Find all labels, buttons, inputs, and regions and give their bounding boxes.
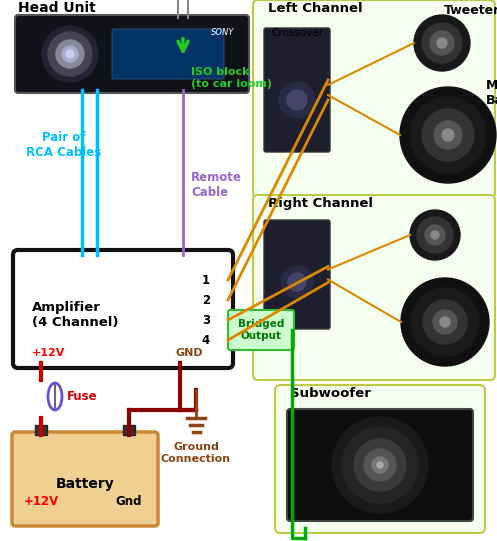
Circle shape	[425, 225, 445, 245]
Circle shape	[414, 15, 470, 71]
Text: SONY: SONY	[211, 28, 234, 37]
FancyBboxPatch shape	[264, 28, 330, 152]
Circle shape	[56, 40, 84, 68]
Text: Gnd: Gnd	[116, 495, 142, 508]
Circle shape	[434, 121, 462, 149]
FancyBboxPatch shape	[13, 250, 233, 368]
Circle shape	[42, 26, 98, 82]
FancyBboxPatch shape	[228, 310, 294, 350]
Text: Crossover: Crossover	[271, 28, 323, 38]
Ellipse shape	[48, 383, 62, 410]
Text: Battery: Battery	[56, 477, 114, 491]
Circle shape	[364, 449, 396, 481]
Circle shape	[422, 23, 462, 63]
Text: ISO block
(to car loom): ISO block (to car loom)	[191, 67, 272, 89]
Circle shape	[372, 457, 388, 473]
Text: Subwoofer: Subwoofer	[290, 387, 371, 400]
Circle shape	[442, 129, 454, 141]
Text: Fuse: Fuse	[67, 390, 97, 403]
Circle shape	[287, 90, 307, 110]
Circle shape	[422, 109, 474, 161]
Text: +12V: +12V	[32, 348, 66, 358]
Circle shape	[410, 97, 486, 173]
Text: Ground
Connection: Ground Connection	[161, 442, 231, 464]
FancyBboxPatch shape	[287, 409, 473, 521]
Text: 2: 2	[202, 294, 210, 307]
Circle shape	[417, 217, 453, 253]
FancyBboxPatch shape	[275, 385, 485, 533]
Text: Remote
Cable: Remote Cable	[191, 171, 242, 199]
Circle shape	[410, 210, 460, 260]
FancyBboxPatch shape	[12, 432, 158, 526]
Circle shape	[400, 87, 496, 183]
Circle shape	[342, 427, 418, 503]
Text: Tweeter: Tweeter	[444, 4, 497, 17]
FancyBboxPatch shape	[264, 220, 330, 329]
Text: 1: 1	[202, 274, 210, 287]
Text: Left Channel: Left Channel	[268, 2, 363, 15]
Text: Amplifier
(4 Channel): Amplifier (4 Channel)	[32, 301, 118, 329]
Circle shape	[411, 288, 479, 356]
Circle shape	[433, 310, 457, 334]
Circle shape	[431, 231, 439, 239]
Text: +12V: +12V	[23, 495, 59, 508]
Circle shape	[48, 32, 92, 76]
Text: Right Channel: Right Channel	[268, 197, 373, 210]
Circle shape	[332, 417, 428, 513]
Circle shape	[62, 46, 78, 62]
Circle shape	[354, 439, 406, 491]
Text: Head Unit: Head Unit	[18, 1, 96, 15]
Bar	[123, 425, 135, 435]
Bar	[35, 425, 47, 435]
Circle shape	[281, 266, 313, 298]
Circle shape	[401, 278, 489, 366]
FancyBboxPatch shape	[253, 195, 495, 380]
Circle shape	[66, 50, 74, 58]
Circle shape	[430, 31, 454, 55]
Circle shape	[279, 82, 315, 118]
Text: Mid-
Bass: Mid- Bass	[486, 79, 497, 107]
Circle shape	[423, 300, 467, 344]
Text: 4: 4	[202, 333, 210, 346]
Text: Bridged
Output: Bridged Output	[238, 319, 284, 341]
Circle shape	[288, 273, 306, 291]
FancyBboxPatch shape	[112, 29, 224, 79]
Circle shape	[377, 462, 383, 468]
Circle shape	[440, 317, 450, 327]
Text: GND: GND	[176, 348, 204, 358]
FancyBboxPatch shape	[15, 15, 249, 93]
Text: 3: 3	[202, 313, 210, 327]
FancyBboxPatch shape	[253, 0, 495, 198]
Text: Pair of
RCA Cables: Pair of RCA Cables	[26, 131, 101, 159]
Circle shape	[437, 38, 447, 48]
